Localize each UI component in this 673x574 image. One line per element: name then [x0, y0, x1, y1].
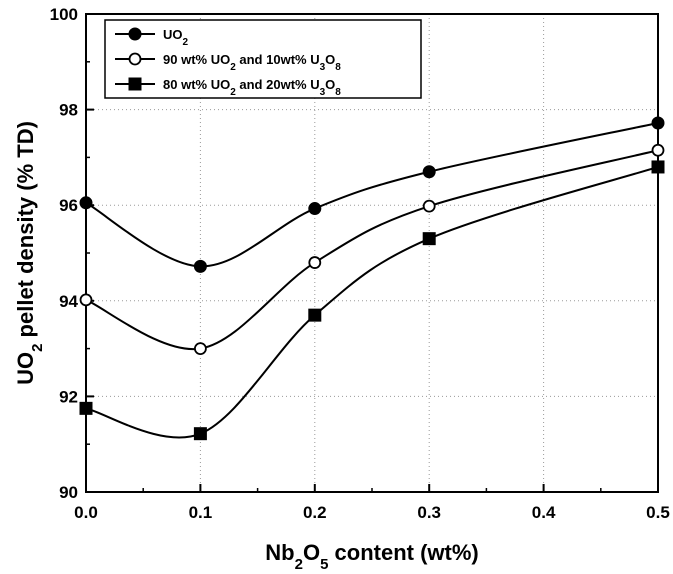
- data-point-series-2: [308, 256, 322, 269]
- legend-marker-1: [128, 27, 142, 41]
- data-point-series-1: [193, 259, 207, 273]
- legend: UO2 90 wt% UO2 and 10wt% U3O8 80 wt% UO2 a…: [104, 19, 422, 99]
- data-point-series-1: [79, 196, 93, 210]
- legend-box: [104, 19, 422, 99]
- legend-marker-2: [128, 52, 142, 66]
- series-line-2: [85, 149, 659, 351]
- y-tick-label: 98: [59, 101, 78, 120]
- data-point-series-2: [422, 199, 436, 213]
- x-tick-label: 0.2: [303, 503, 327, 522]
- grid: [86, 14, 658, 492]
- data-point-series-1: [308, 202, 322, 216]
- data-point-series-1: [422, 165, 436, 179]
- legend-label-3: 80 wt% UO2 and 20wt% U3O8: [163, 77, 341, 98]
- series-markers: [79, 116, 665, 441]
- x-tick-label: 0.0: [74, 503, 98, 522]
- data-point-series-1: [651, 116, 665, 130]
- legend-marker-3: [128, 77, 142, 91]
- x-tick-label: 0.4: [532, 503, 556, 522]
- x-axis-title: Nb2O5 content (wt%): [265, 540, 478, 573]
- y-tick-label: 100: [50, 5, 78, 24]
- data-point-series-3: [308, 308, 322, 322]
- data-point-series-3: [422, 232, 436, 246]
- data-point-series-3: [193, 427, 207, 441]
- series-line-3: [85, 166, 659, 439]
- legend-label-1: UO2: [163, 27, 189, 48]
- data-point-series-2: [651, 143, 665, 157]
- y-tick-label: 90: [59, 483, 78, 502]
- data-point-series-2: [79, 293, 93, 307]
- y-tick-label: 96: [59, 196, 78, 215]
- y-tick-label: 92: [59, 387, 78, 406]
- y-tick-label: 94: [59, 292, 78, 311]
- x-tick-label: 0.3: [417, 503, 441, 522]
- data-point-series-3: [651, 160, 665, 174]
- series-line-1: [85, 122, 659, 268]
- x-tick-label: 0.1: [189, 503, 213, 522]
- data-point-series-2: [193, 342, 207, 356]
- x-tick-label: 0.5: [646, 503, 670, 522]
- axis-ticks: [85, 13, 659, 493]
- series-curves: [85, 122, 659, 439]
- legend-label-2: 90 wt% UO2 and 10wt% U3O8: [163, 52, 341, 73]
- y-axis-title: UO2 pellet density (% TD): [13, 121, 46, 385]
- tick-labels: 0.0 0.1 0.2 0.3 0.4 0.5 90 92 94 96 98 100: [50, 5, 670, 522]
- data-point-series-3: [79, 401, 93, 415]
